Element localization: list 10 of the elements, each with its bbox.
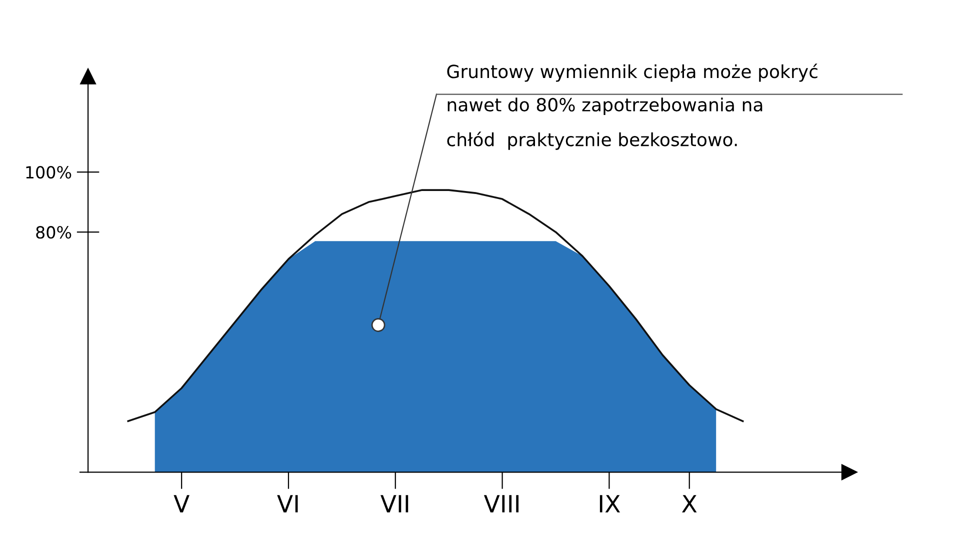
x-tick-label: IX (600, 495, 620, 512)
x-tick-label: VII (380, 495, 408, 512)
x-tick-label: VIII (484, 495, 518, 512)
annotation: Gruntowy wymiennik ciepła może pokryć nawet do 80% zapotrzebowania na chłód praktycznie bezkosztowo. (447, 64, 818, 150)
x-tick-label: V (174, 495, 190, 512)
x-tick-label: VI (277, 495, 298, 512)
y-tick-label: 100% (26, 166, 72, 179)
x-tick-label: X (682, 495, 697, 512)
line-series (127, 189, 744, 422)
y-tick-label: 80% (36, 226, 72, 239)
